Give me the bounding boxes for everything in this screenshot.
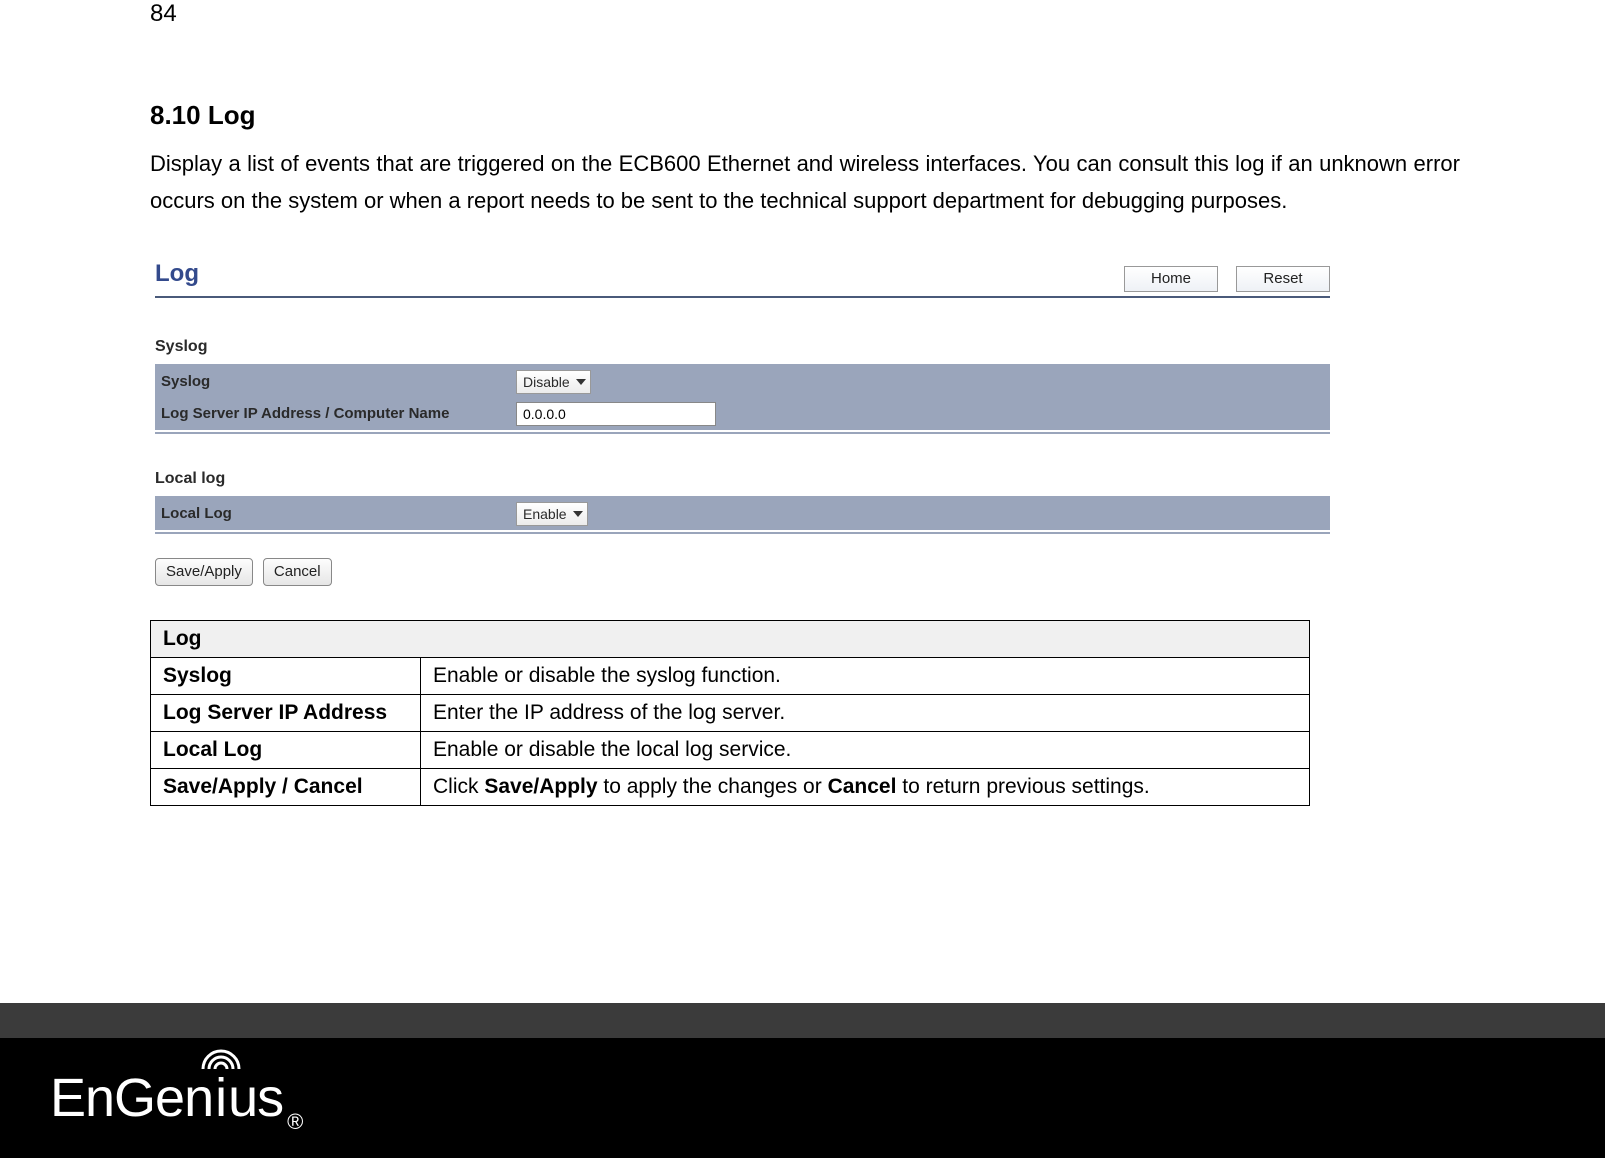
table-val: Click Save/Apply to apply the changes or… <box>421 768 1310 805</box>
table-val: Enable or disable the local log service. <box>421 731 1310 768</box>
table-val: Enter the IP address of the log server. <box>421 694 1310 731</box>
table-row: Save/Apply / Cancel Click Save/Apply to … <box>151 768 1310 805</box>
table-key: Log Server IP Address <box>151 694 421 731</box>
page-number: 84 <box>150 0 177 28</box>
section-heading: 8.10 Log <box>150 100 1460 131</box>
wifi-icon <box>199 1047 243 1073</box>
table-val: Enable or disable the syslog function. <box>421 657 1310 694</box>
log-description-table: Log Syslog Enable or disable the syslog … <box>150 620 1310 806</box>
log-config-screenshot: Log Home Reset Syslog Syslog Disable Log… <box>155 260 1330 586</box>
syslog-label: Syslog <box>155 373 510 390</box>
logo-text-pre: EnGen <box>50 1067 213 1129</box>
screenshot-title: Log <box>155 260 1106 292</box>
engenius-logo: EnGen i us ® <box>50 1067 301 1129</box>
divider <box>155 432 1330 434</box>
syslog-row: Syslog Disable <box>155 366 1330 398</box>
divider <box>155 296 1330 298</box>
locallog-select-value: Enable <box>523 506 567 522</box>
table-header: Log <box>151 620 1310 657</box>
syslog-select[interactable]: Disable <box>516 370 591 394</box>
divider <box>155 532 1330 534</box>
locallog-select[interactable]: Enable <box>516 502 588 526</box>
logserver-ip-label: Log Server IP Address / Computer Name <box>155 405 510 422</box>
chevron-down-icon <box>573 511 583 517</box>
locallog-row: Local Log Enable <box>155 498 1330 530</box>
save-apply-button[interactable]: Save/Apply <box>155 558 253 586</box>
logserver-ip-input[interactable] <box>516 402 716 426</box>
chevron-down-icon <box>576 379 586 385</box>
logo-text-i: i <box>215 1067 226 1129</box>
home-button[interactable]: Home <box>1124 266 1218 292</box>
table-key: Syslog <box>151 657 421 694</box>
footer: EnGen i us ® <box>0 1003 1605 1158</box>
reset-button[interactable]: Reset <box>1236 266 1330 292</box>
section-description: Display a list of events that are trigge… <box>150 145 1460 220</box>
table-row: Log Server IP Address Enter the IP addre… <box>151 694 1310 731</box>
registered-icon: ® <box>287 1109 303 1135</box>
logserver-ip-row: Log Server IP Address / Computer Name <box>155 398 1330 430</box>
locallog-label: Local Log <box>155 505 510 522</box>
table-row: Syslog Enable or disable the syslog func… <box>151 657 1310 694</box>
table-key: Local Log <box>151 731 421 768</box>
table-key: Save/Apply / Cancel <box>151 768 421 805</box>
table-row: Local Log Enable or disable the local lo… <box>151 731 1310 768</box>
syslog-select-value: Disable <box>523 374 570 390</box>
locallog-section-heading: Local log <box>155 470 1330 488</box>
logo-text-post: us <box>228 1067 283 1129</box>
cancel-button[interactable]: Cancel <box>263 558 332 586</box>
syslog-section-heading: Syslog <box>155 338 1330 356</box>
